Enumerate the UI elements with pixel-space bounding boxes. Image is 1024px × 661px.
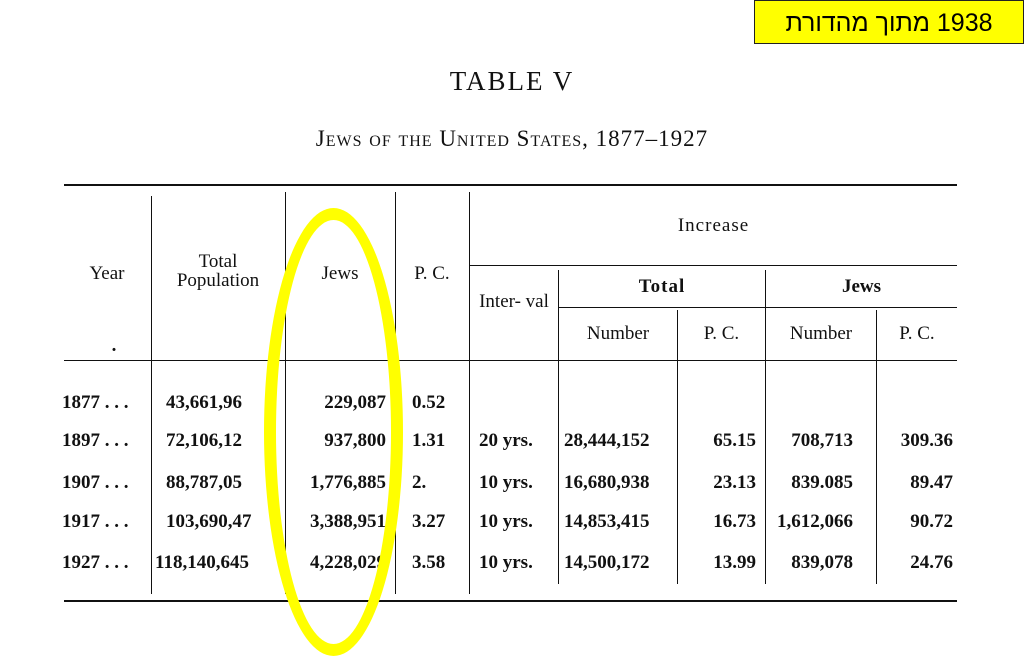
- cell-pc: 0.52: [412, 392, 446, 413]
- cell-pc: 1.31: [412, 430, 446, 451]
- table-title: TABLE V: [449, 66, 575, 96]
- header-year-dot: .: [111, 335, 117, 356]
- cell-jews-number: 839,078: [791, 552, 853, 573]
- col-divider: [876, 310, 877, 584]
- cell-total-population: 72,106,12: [166, 430, 242, 451]
- header-pc-jews: P. C.: [899, 323, 935, 344]
- bottom-rule: [64, 600, 957, 602]
- cell-jews: 3,388,951: [310, 511, 386, 532]
- cell-total-population: 118,140,645: [155, 552, 249, 573]
- cell-jews-number: 839.085: [791, 472, 853, 493]
- header-jews-increase: Jews: [841, 276, 882, 297]
- header-pc: P. C.: [414, 263, 450, 284]
- cell-jews-pc: 89.47: [910, 472, 953, 493]
- header-bottom-rule: [64, 360, 957, 361]
- cell-total-population: 88,787,05: [166, 472, 242, 493]
- cell-total-number: 28,444,152: [564, 430, 650, 451]
- col-divider: [151, 196, 152, 594]
- cell-interval: 10 yrs.: [479, 552, 533, 573]
- cell-total-number: 16,680,938: [564, 472, 650, 493]
- cell-year: 1897 . . .: [62, 430, 129, 451]
- col-divider: [558, 270, 559, 584]
- cell-jews-pc: 90.72: [910, 511, 953, 532]
- col-divider: [765, 270, 766, 584]
- increase-rule: [470, 265, 957, 266]
- col-divider: [395, 192, 396, 594]
- cell-year: 1917 . . .: [62, 511, 129, 532]
- cell-year: 1907 . . .: [62, 472, 129, 493]
- table-subtitle: Jews of the United States, 1877–1927: [315, 126, 709, 151]
- cell-jews: 1,776,885: [310, 472, 386, 493]
- cell-total-number: 14,500,172: [564, 552, 650, 573]
- cell-total-pc: 13.99: [713, 552, 756, 573]
- col-divider: [677, 310, 678, 584]
- cell-total-population: 43,661,96: [166, 392, 242, 413]
- header-number-total: Number: [586, 323, 650, 344]
- header-number-jews: Number: [789, 323, 853, 344]
- cell-jews: 4,228,029: [310, 552, 386, 573]
- header-year: Year: [89, 263, 125, 284]
- cell-jews: 229,087: [324, 392, 386, 413]
- header-increase: Increase: [677, 215, 750, 236]
- cell-total-number: 14,853,415: [564, 511, 650, 532]
- header-interval: Inter- val: [479, 291, 549, 312]
- cell-year: 1877 . . .: [62, 392, 129, 413]
- cell-total-pc: 16.73: [713, 511, 756, 532]
- header-jews: Jews: [321, 263, 359, 284]
- cell-pc: 3.27: [412, 511, 446, 532]
- cell-interval: 10 yrs.: [479, 511, 533, 532]
- cell-jews-pc: 24.76: [910, 552, 953, 573]
- cell-year: 1927 . . .: [62, 552, 129, 573]
- cell-interval: 20 yrs.: [479, 430, 533, 451]
- cell-jews-number: 1,612,066: [777, 511, 853, 532]
- cell-total-pc: 23.13: [713, 472, 756, 493]
- cell-total-population: 103,690,47: [166, 511, 252, 532]
- cell-total-pc: 65.15: [713, 430, 756, 451]
- cell-pc: 2.: [412, 472, 427, 493]
- cell-jews-pc: 309.36: [900, 430, 953, 451]
- header-total: Total: [638, 276, 686, 297]
- cell-pc: 3.58: [412, 552, 446, 573]
- edition-note: 1938 מתוך מהדורת: [754, 0, 1024, 44]
- cell-jews: 937,800: [324, 430, 386, 451]
- header-total-population: Total Population: [176, 251, 260, 291]
- cell-interval: 10 yrs.: [479, 472, 533, 493]
- cell-jews-number: 708,713: [791, 430, 853, 451]
- top-rule: [64, 184, 957, 186]
- col-divider: [469, 192, 470, 594]
- subheader-rule: [558, 307, 957, 308]
- col-divider: [285, 192, 286, 594]
- header-pc-total: P. C.: [703, 323, 740, 344]
